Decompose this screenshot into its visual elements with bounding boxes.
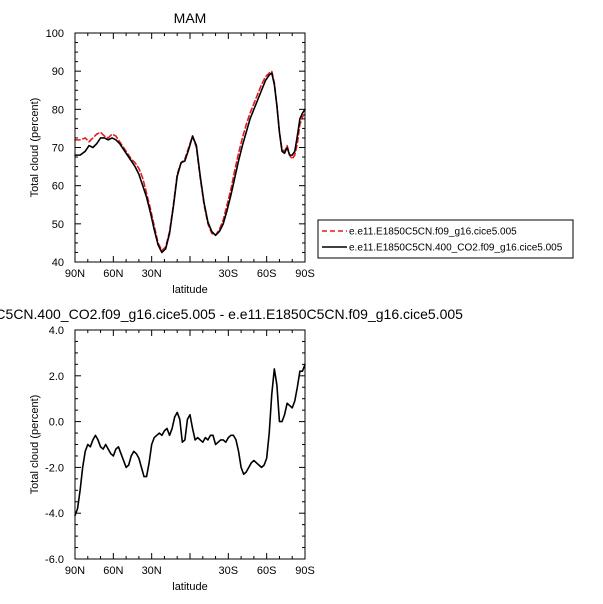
x-tick-label: 60N [103, 565, 123, 577]
y-axis-label: Total cloud (percent) [29, 395, 41, 495]
series-line-1 [74, 72, 306, 254]
top-panel: MAM 40 50 60 70 80 90 100 90N 60N 30N 30S 60S 90S lati… [29, 10, 315, 296]
y-tick-label: 70 [52, 143, 64, 155]
chart-title: MAM [174, 10, 207, 26]
x-tick-label: 30S [219, 268, 239, 280]
x-tick-label: 90N [65, 268, 85, 280]
y-tick-label: -2.0 [45, 462, 64, 474]
x-tick-label: 90S [295, 268, 315, 280]
legend: e.e11.E1850C5CN.f09_g16.cice5.005 e.e11.E… [317, 219, 574, 259]
x-tick-label: 90S [295, 565, 315, 577]
legend-label-0: e.e11.E1850C5CN.f09_g16.cice5.005 [349, 227, 517, 238]
y-tick-label: 90 [52, 66, 64, 78]
y-tick-label: 0.0 [49, 417, 64, 429]
series-line-0 [74, 363, 306, 517]
legend-box [317, 219, 574, 259]
y-tick-label: 40 [52, 257, 64, 269]
x-tick-label: 60S [257, 268, 277, 280]
x-axis-label: latitude [172, 581, 207, 593]
x-tick-label: 30N [142, 565, 162, 577]
y-tick-label: 50 [52, 219, 64, 231]
x-tick-label: 60N [103, 268, 123, 280]
x-tick-label: 60S [257, 565, 277, 577]
x-axis-label: latitude [172, 284, 207, 296]
y-tick-label: 2.0 [49, 371, 64, 383]
x-tick-label: 30S [219, 565, 239, 577]
chart-title: e.e11.E1850C5CN.400_CO2.f09_g16.cice5.00… [0, 306, 463, 322]
x-tick-label: 90N [65, 565, 85, 577]
y-tick-label: -4.0 [45, 508, 64, 520]
bottom-panel: e.e11.E1850C5CN.400_CO2.f09_g16.cice5.00… [0, 306, 463, 593]
x-tick-label: 30N [142, 268, 162, 280]
y-tick-label: 100 [46, 28, 64, 40]
y-tick-label: 4.0 [49, 325, 64, 337]
y-tick-label: -6.0 [45, 554, 64, 566]
series-line-0 [74, 70, 306, 252]
y-axis-label: Total cloud (percent) [29, 98, 41, 198]
y-tick-label: 80 [52, 104, 64, 116]
y-tick-label: 60 [52, 181, 64, 193]
plot-frame [74, 329, 306, 560]
legend-label-1: e.e11.E1850C5CN.400_CO2.f09_g16.cice5.00… [349, 243, 563, 254]
